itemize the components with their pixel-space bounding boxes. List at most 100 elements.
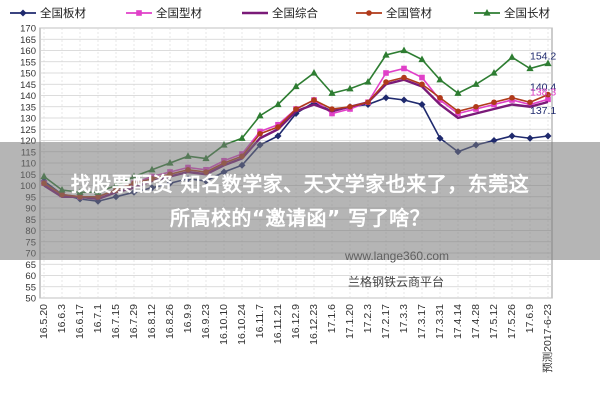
point-marker bbox=[383, 79, 389, 85]
watermark-company: 兰格钢铁云商平台 bbox=[348, 274, 444, 289]
y-tick-label: 60 bbox=[25, 271, 36, 282]
x-tick-label: 17.5.26 bbox=[506, 304, 518, 339]
y-tick-label: 160 bbox=[20, 46, 36, 57]
point-marker bbox=[455, 108, 461, 115]
point-marker bbox=[527, 99, 533, 106]
x-tick-label: 17.3.17 bbox=[416, 304, 428, 339]
x-tick-label: 16.6.17 bbox=[74, 304, 86, 339]
point-marker bbox=[329, 106, 335, 112]
x-tick-label: 17.2.3 bbox=[362, 304, 374, 333]
x-tick-label: 16.9.23 bbox=[200, 304, 212, 339]
legend-label: 全国综合 bbox=[272, 6, 318, 20]
point-marker bbox=[347, 103, 353, 110]
x-tick-label: 16.5.20 bbox=[38, 304, 50, 339]
point-marker bbox=[418, 55, 426, 63]
point-marker bbox=[366, 10, 372, 16]
x-tick-label: 17.6.9 bbox=[524, 304, 536, 333]
x-tick-label: 16.8.26 bbox=[164, 304, 176, 339]
y-tick-label: 165 bbox=[20, 35, 36, 46]
x-tick-label: 16.9.9 bbox=[182, 304, 194, 333]
x-tick-label: 17.5.12 bbox=[488, 304, 500, 339]
point-marker bbox=[346, 84, 354, 92]
point-marker bbox=[419, 81, 425, 88]
end-value-label: 154.2 bbox=[530, 51, 556, 63]
end-value-label: 137.1 bbox=[530, 105, 556, 117]
x-tick-label: 16.10.24 bbox=[236, 304, 248, 345]
point-marker bbox=[292, 82, 300, 90]
point-marker bbox=[310, 69, 318, 76]
point-marker bbox=[275, 124, 281, 130]
legend-label: 全国长材 bbox=[504, 6, 550, 20]
y-tick-label: 140 bbox=[20, 91, 36, 102]
banner-headline-line1: 找股票配资 知名数学家、天文学家也来了，东莞这 bbox=[70, 172, 530, 196]
x-tick-label: 16.11.21 bbox=[272, 304, 284, 344]
x-tick-label: 17.4.14 bbox=[452, 304, 464, 339]
point-marker bbox=[545, 91, 551, 98]
legend-label: 全国型材 bbox=[156, 6, 202, 20]
overlay-banner bbox=[0, 142, 600, 260]
x-tick-label: 16.7.15 bbox=[110, 304, 122, 339]
y-tick-label: 145 bbox=[20, 80, 36, 91]
point-marker bbox=[256, 111, 264, 119]
y-tick-label: 155 bbox=[20, 57, 36, 68]
x-tick-label: 17.1.6 bbox=[326, 304, 338, 333]
x-tick-label: 16.10.10 bbox=[218, 304, 230, 345]
point-marker bbox=[382, 51, 390, 58]
y-tick-label: 50 bbox=[25, 294, 36, 305]
point-marker bbox=[418, 101, 426, 108]
x-tick-label: 16.7.29 bbox=[128, 304, 140, 339]
point-marker bbox=[472, 80, 480, 87]
x-tick-label: 17.3.3 bbox=[398, 304, 410, 333]
point-marker bbox=[136, 10, 142, 16]
y-tick-label: 65 bbox=[25, 260, 36, 271]
x-tick-label: 16.11.7 bbox=[254, 304, 266, 338]
end-value-label: 138.3 bbox=[530, 86, 556, 98]
x-tick-label: 16.12.9 bbox=[290, 304, 302, 339]
point-marker bbox=[257, 130, 263, 137]
point-marker bbox=[454, 89, 462, 96]
y-tick-label: 150 bbox=[20, 69, 36, 80]
point-marker bbox=[400, 96, 408, 104]
point-marker bbox=[365, 99, 371, 106]
x-tick-label: 16.8.12 bbox=[146, 304, 158, 339]
x-tick-label: 17.4.28 bbox=[470, 304, 482, 339]
point-marker bbox=[364, 78, 372, 85]
point-marker bbox=[508, 132, 516, 140]
point-marker bbox=[483, 9, 491, 16]
point-marker bbox=[436, 134, 444, 142]
x-tick-label: 17.2.17 bbox=[380, 304, 392, 339]
point-marker bbox=[509, 94, 515, 101]
point-marker bbox=[544, 132, 552, 140]
point-marker bbox=[328, 89, 336, 96]
point-marker bbox=[329, 110, 335, 117]
x-tick-label: 16.6.3 bbox=[56, 304, 68, 333]
legend-label: 全国板材 bbox=[40, 6, 86, 20]
y-tick-label: 125 bbox=[20, 125, 36, 136]
point-marker bbox=[436, 75, 444, 83]
point-marker bbox=[508, 53, 516, 60]
point-marker bbox=[419, 74, 425, 81]
y-tick-label: 130 bbox=[20, 114, 36, 125]
point-marker bbox=[383, 70, 389, 76]
y-tick-label: 135 bbox=[20, 102, 36, 113]
x-tick-label: 预测2017-6-23 bbox=[541, 304, 554, 373]
point-marker bbox=[400, 46, 408, 54]
point-marker bbox=[491, 99, 497, 106]
x-tick-label: 17.1.20 bbox=[344, 304, 356, 339]
banner-headline-line2: 所高校的“邀请函” 写了啥？ bbox=[169, 206, 431, 230]
point-marker bbox=[437, 94, 443, 101]
point-marker bbox=[473, 103, 479, 110]
point-marker bbox=[545, 96, 551, 103]
point-marker bbox=[401, 65, 407, 72]
x-tick-label: 16.7.1 bbox=[92, 304, 104, 333]
legend-label: 全国管材 bbox=[386, 6, 432, 20]
point-marker bbox=[274, 132, 282, 140]
point-marker bbox=[238, 134, 246, 141]
point-marker bbox=[19, 9, 27, 17]
x-tick-label: 16.12.23 bbox=[308, 304, 320, 345]
end-value-label: 140.4 bbox=[530, 82, 556, 94]
point-marker bbox=[544, 59, 552, 67]
point-marker bbox=[526, 64, 534, 72]
point-marker bbox=[401, 74, 407, 81]
point-marker bbox=[293, 106, 299, 112]
